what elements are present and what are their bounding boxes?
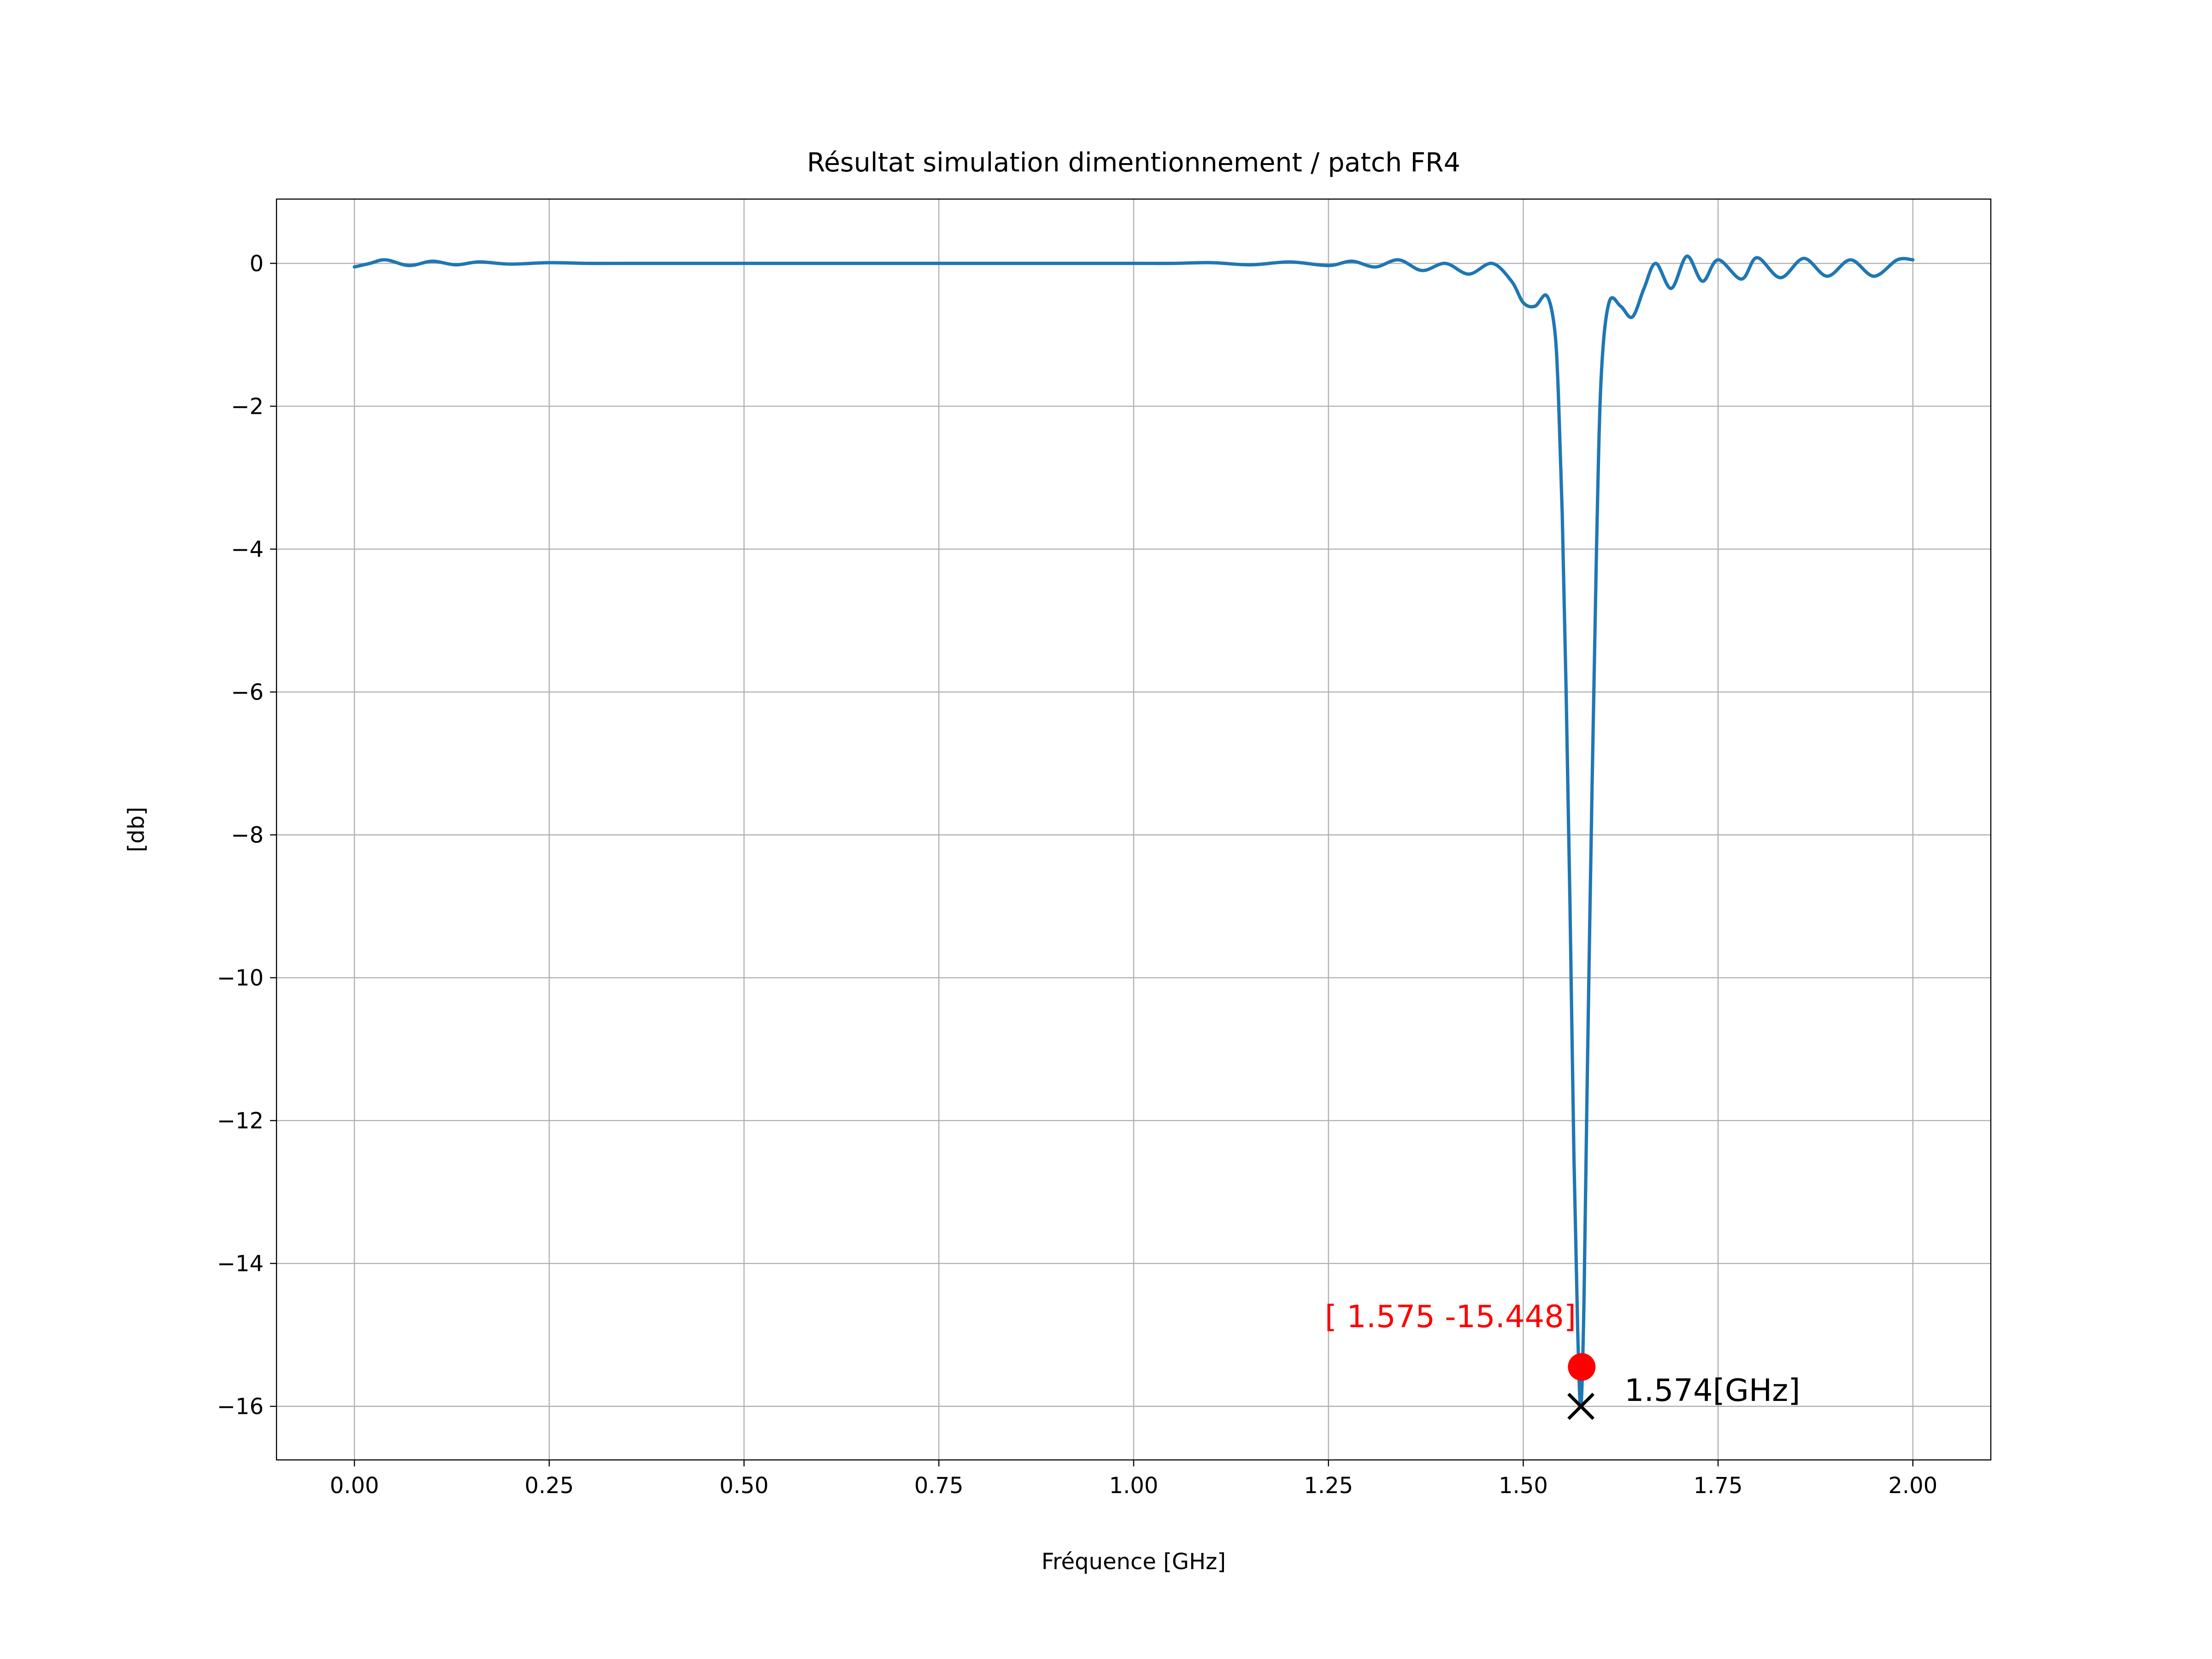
frequency-label: 1.574[GHz]: [1624, 1372, 1800, 1408]
y-axis-label: [db]: [124, 807, 149, 852]
grid: [276, 199, 1991, 1460]
chart-title: Résultat simulation dimentionnement / pa…: [807, 147, 1460, 178]
x-axis-label: Fréquence [GHz]: [1041, 1549, 1226, 1575]
y-tick-label: −14: [217, 1251, 264, 1277]
x-tick-label: 1.75: [1694, 1473, 1743, 1499]
y-tick-label: −8: [231, 823, 264, 848]
series-line: [353, 254, 1915, 1409]
x-tick-label: 1.00: [1109, 1473, 1159, 1499]
y-tick-label: −16: [217, 1394, 264, 1420]
frequency-marker: [1567, 1393, 1595, 1420]
x-tick-label: 1.50: [1499, 1473, 1548, 1499]
ticks: 0.00 0.25 0.50 0.75 1.00 1.25 1.50 1.75 2.00 0 −2 −…: [217, 251, 1938, 1499]
x-tick-label: 2.00: [1888, 1473, 1937, 1499]
min-point-label: [ 1.575 -15.448]: [1325, 1299, 1576, 1335]
markers: [1567, 1353, 1596, 1420]
y-tick-label: −12: [217, 1108, 264, 1134]
x-tick-label: 0.00: [330, 1473, 379, 1499]
x-tick-label: 1.25: [1304, 1473, 1353, 1499]
x-tick-label: 0.50: [719, 1473, 769, 1499]
min-point-marker: [1568, 1353, 1596, 1381]
y-tick-label: −6: [231, 680, 264, 706]
y-tick-label: −4: [231, 537, 264, 563]
y-tick-label: 0: [249, 251, 264, 277]
x-tick-label: 0.25: [524, 1473, 574, 1499]
y-tick-label: −10: [217, 965, 264, 991]
x-tick-label: 0.75: [914, 1473, 964, 1499]
series-layer: [353, 254, 1915, 1409]
y-tick-label: −2: [231, 394, 264, 420]
